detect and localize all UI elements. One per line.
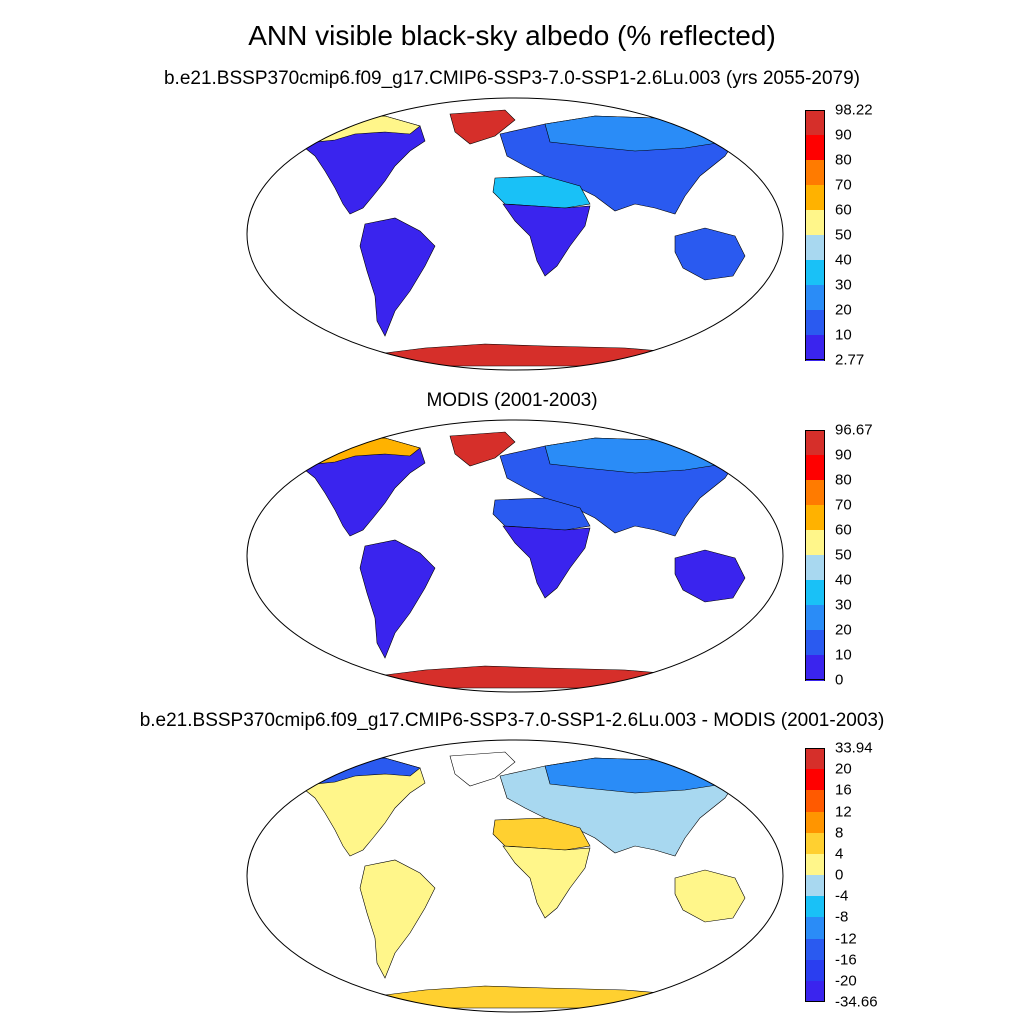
colorbar-label: -20 [835,972,857,990]
colorbar-label: 40 [835,571,852,589]
colorbar-swatch [805,555,825,581]
colorbar-label: 30 [835,596,852,614]
colorbar-diff: 33.94 20 16 12 8 4 0 -4 -8 -12 -16 -20 -34.66 [805,741,878,1010]
region-south-america [359,539,436,659]
colorbar-label: 80 [835,471,852,489]
map-outline [246,739,784,1013]
region-africa [502,525,591,599]
region-greenland [449,751,516,787]
colorbar-label: 70 [835,496,852,514]
colorbar-swatch [805,853,825,876]
colorbar-label: 30 [835,276,852,294]
colorbar-swatch [805,748,825,770]
colorbar-label: 20 [835,760,852,778]
colorbar-swatch [805,790,825,812]
map-diff [245,738,785,1014]
colorbar-label: 80 [835,151,852,169]
region-africa [502,845,591,919]
colorbar-swatch [805,938,825,961]
colorbar-swatch [805,630,825,656]
colorbar-label: 4 [835,845,844,863]
colorbar-label: 2.77 [835,351,865,369]
region-greenland [449,431,516,467]
colorbar-label: 10 [835,646,852,664]
colorbar-label: 50 [835,546,852,564]
colorbar-label: 10 [835,326,852,344]
colorbar-label: 8 [835,824,844,842]
colorbar-swatch [805,210,825,236]
colorbar-label: 20 [835,301,852,319]
panel-title-diff: b.e21.BSSP370cmip6.f09_g17.CMIP6-SSP3-7.… [139,710,885,731]
colorbar-swatch [805,480,825,506]
region-australia [674,869,746,923]
map-outline [246,97,784,371]
colorbar-swatch [805,655,825,681]
colorbar-label: 60 [835,521,852,539]
colorbar-swatch [805,580,825,606]
colorbar-obs: 96.67 90 80 70 60 50 40 30 20 10 0 [805,423,873,688]
region-greenland [449,109,516,145]
colorbar-swatch [805,310,825,336]
colorbar-model: 98.22 90 80 70 60 50 40 30 20 10 2.77 [805,103,873,368]
colorbar-swatch [805,235,825,261]
colorbar-label: 70 [835,176,852,194]
colorbar-swatch [805,185,825,211]
colorbar-swatch [805,980,825,1003]
colorbar-label: -34.66 [835,993,878,1011]
colorbar-label: 96.67 [835,421,873,439]
map-svg [246,739,784,1013]
region-australia [674,227,746,281]
colorbar-label: 0 [835,866,844,884]
colorbar-swatch [805,430,825,456]
panel-title-obs: MODIS (2001-2003) [426,390,598,411]
map-svg [246,97,784,371]
colorbar-label: 16 [835,781,852,799]
colorbar-label: 0 [835,671,844,689]
colorbar-label: 90 [835,126,852,144]
map-outline [246,419,784,693]
colorbar-swatch [805,917,825,939]
colorbar-swatch [805,260,825,286]
colorbar-label: 33.94 [835,739,873,757]
figure-title: ANN visible black-sky albedo (% reflecte… [248,20,776,51]
colorbar-swatch [805,335,825,361]
colorbar-swatch [805,455,825,481]
colorbar-label: 60 [835,201,852,219]
colorbar-swatch [805,832,825,855]
region-south-america [359,859,436,979]
colorbar-swatch [805,110,825,136]
map-model [245,96,785,372]
map-svg [246,419,784,693]
region-south-america [359,217,436,337]
colorbar-swatch [805,160,825,186]
colorbar-label: 98.22 [835,101,873,119]
colorbar-swatch [805,135,825,161]
colorbar-swatch [805,769,825,791]
colorbar-label: 12 [835,803,852,820]
colorbar-swatch [805,530,825,556]
region-australia [674,549,746,603]
colorbar-swatch [805,605,825,631]
colorbar-swatch [805,505,825,531]
colorbar-label: -16 [835,951,857,969]
colorbar-swatch [805,875,825,897]
colorbar-label: 40 [835,251,852,269]
colorbar-label: -4 [835,887,849,905]
map-obs [245,418,785,694]
colorbar-label: 90 [835,446,852,464]
colorbar-swatch [805,811,825,834]
colorbar-label: -12 [835,930,857,947]
colorbar-swatch [805,285,825,311]
panel-title-model: b.e21.BSSP370cmip6.f09_g17.CMIP6-SSP3-7.… [163,68,861,89]
region-africa [502,203,591,277]
colorbar-swatch [805,896,825,918]
colorbar-swatch [805,959,825,982]
colorbar-label: 50 [835,226,852,244]
colorbar-label: 20 [835,621,852,639]
colorbar-label: -8 [835,908,849,926]
